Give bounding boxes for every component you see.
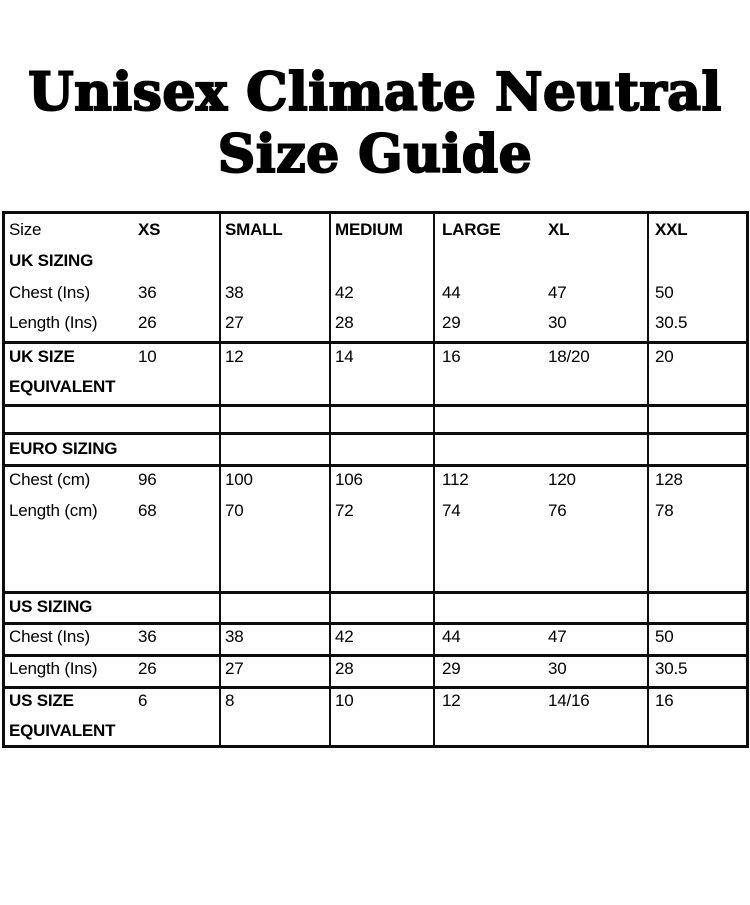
uk-chest-value-xs: 36 xyxy=(138,283,157,302)
euro-sizing-section-row: EURO SIZING xyxy=(5,439,746,459)
table-hline-uk-equivalent-top xyxy=(5,341,746,344)
euro-length-value-m: 72 xyxy=(335,501,354,520)
table-vline-2 xyxy=(329,214,331,745)
table-vline-1 xyxy=(219,214,221,745)
us-equivalent-label-row2: EQUIVALENT xyxy=(5,721,746,741)
uk-equivalent-value-s: 12 xyxy=(225,347,244,366)
euro-chest-value-xxl: 128 xyxy=(655,470,683,489)
us-equivalent-value-xl: 14/16 xyxy=(548,691,590,710)
table-hline-uk-equivalent-bottom xyxy=(5,404,746,407)
us-equivalent-value-l: 12 xyxy=(442,691,461,710)
uk-length-value-s: 27 xyxy=(225,313,244,332)
euro-chest-value-xs: 96 xyxy=(138,470,157,489)
us-chest-value-l: 44 xyxy=(442,627,461,646)
header-col-xxl: XXL xyxy=(655,220,688,239)
us-equivalent-value-xs: 6 xyxy=(138,691,148,710)
us-length-value-s: 27 xyxy=(225,659,244,678)
table-header-row: Size XS SMALL MEDIUM LARGE XL XXL xyxy=(5,220,746,240)
uk-sizing-label: UK SIZING xyxy=(9,251,94,270)
uk-equivalent-value-xxl: 20 xyxy=(655,347,674,366)
euro-length-value-xs: 68 xyxy=(138,501,157,520)
euro-chest-value-s: 100 xyxy=(225,470,253,489)
uk-equivalent-value-xs: 10 xyxy=(138,347,157,366)
uk-equivalent-value-xl: 18/20 xyxy=(548,347,590,366)
us-chest-value-xxl: 50 xyxy=(655,627,674,646)
header-size-label: Size xyxy=(9,220,42,239)
us-chest-value-m: 42 xyxy=(335,627,354,646)
table-hline-euro-sizing-bottom xyxy=(5,464,746,467)
title-line-1: Unisex Climate Neutral xyxy=(27,61,722,124)
uk-chest-value-s: 38 xyxy=(225,283,244,302)
uk-sizing-section-row: UK SIZING xyxy=(5,251,746,271)
euro-chest-label: Chest (cm) xyxy=(9,470,91,489)
us-chest-value-xl: 47 xyxy=(548,627,567,646)
euro-length-value-l: 74 xyxy=(442,501,461,520)
us-sizing-section-row: US SIZING xyxy=(5,597,746,617)
euro-chest-value-l: 112 xyxy=(442,470,469,489)
uk-length-label: Length (Ins) xyxy=(9,313,98,332)
us-equivalent-row: US SIZE 6 8 10 12 14/16 16 xyxy=(5,691,746,711)
page-title: Unisex Climate Neutral Size Guide xyxy=(0,61,750,186)
header-col-xl: XL xyxy=(548,220,570,239)
uk-chest-value-xxl: 50 xyxy=(655,283,674,302)
header-col-xs: XS xyxy=(138,220,161,239)
us-length-value-xs: 26 xyxy=(138,659,157,678)
euro-chest-value-m: 106 xyxy=(335,470,363,489)
table-vline-3 xyxy=(433,214,435,745)
uk-chest-value-l: 44 xyxy=(442,283,461,302)
us-length-value-l: 29 xyxy=(442,659,461,678)
us-equivalent-value-xxl: 16 xyxy=(655,691,674,710)
euro-chest-value-xl: 120 xyxy=(548,470,576,489)
title-line-2: Size Guide xyxy=(217,123,533,186)
uk-equivalent-value-m: 14 xyxy=(335,347,354,366)
uk-chest-value-m: 42 xyxy=(335,283,354,302)
us-equivalent-label-line2: EQUIVALENT xyxy=(9,721,116,740)
us-length-label: Length (Ins) xyxy=(9,659,98,678)
header-col-large: LARGE xyxy=(442,220,501,239)
us-length-value-m: 28 xyxy=(335,659,354,678)
us-length-row: Length (Ins) 26 27 28 29 30 30.5 xyxy=(5,659,746,679)
euro-sizing-label: EURO SIZING xyxy=(9,439,118,458)
uk-equivalent-label-row2: EQUIVALENT xyxy=(5,377,746,397)
us-sizing-label: US SIZING xyxy=(9,597,93,616)
header-col-small: SMALL xyxy=(225,220,283,239)
uk-equivalent-label-line2: EQUIVALENT xyxy=(9,377,116,396)
euro-length-label: Length (cm) xyxy=(9,501,98,520)
uk-length-row: Length (Ins) 26 27 28 29 30 30.5 xyxy=(5,313,746,333)
uk-length-value-xs: 26 xyxy=(138,313,157,332)
us-chest-value-xs: 36 xyxy=(138,627,157,646)
us-chest-label: Chest (Ins) xyxy=(9,627,90,646)
table-vline-4 xyxy=(647,214,649,745)
table-hline-us-chest-bottom xyxy=(5,654,746,657)
uk-length-value-xxl: 30.5 xyxy=(655,313,688,332)
uk-equivalent-value-l: 16 xyxy=(442,347,461,366)
us-chest-row: Chest (Ins) 36 38 42 44 47 50 xyxy=(5,627,746,647)
euro-length-value-xl: 76 xyxy=(548,501,567,520)
table-hline-us-sizing-bottom xyxy=(5,622,746,625)
uk-chest-label: Chest (Ins) xyxy=(9,283,90,302)
uk-length-value-xl: 30 xyxy=(548,313,567,332)
us-equivalent-value-m: 10 xyxy=(335,691,354,710)
table-hline-us-length-bottom xyxy=(5,686,746,689)
uk-equivalent-row: UK SIZE 10 12 14 16 18/20 20 xyxy=(5,347,746,367)
uk-length-value-m: 28 xyxy=(335,313,354,332)
euro-length-value-s: 70 xyxy=(225,501,244,520)
us-equivalent-label-line1: US SIZE xyxy=(9,691,74,710)
euro-chest-row: Chest (cm) 96 100 106 112 120 128 xyxy=(5,470,746,490)
size-guide-table: Size XS SMALL MEDIUM LARGE XL XXL UK SIZ… xyxy=(2,211,749,748)
euro-length-value-xxl: 78 xyxy=(655,501,674,520)
uk-length-value-l: 29 xyxy=(442,313,461,332)
uk-equivalent-label-line1: UK SIZE xyxy=(9,347,75,366)
us-chest-value-s: 38 xyxy=(225,627,244,646)
uk-chest-value-xl: 47 xyxy=(548,283,567,302)
us-equivalent-value-s: 8 xyxy=(225,691,235,710)
header-col-medium: MEDIUM xyxy=(335,220,403,239)
us-length-value-xxl: 30.5 xyxy=(655,659,688,678)
uk-chest-row: Chest (Ins) 36 38 42 44 47 50 xyxy=(5,283,746,303)
us-length-value-xl: 30 xyxy=(548,659,567,678)
table-hline-euro-sizing-top xyxy=(5,432,746,435)
table-hline-us-sizing-top xyxy=(5,591,746,594)
euro-length-row: Length (cm) 68 70 72 74 76 78 xyxy=(5,501,746,521)
